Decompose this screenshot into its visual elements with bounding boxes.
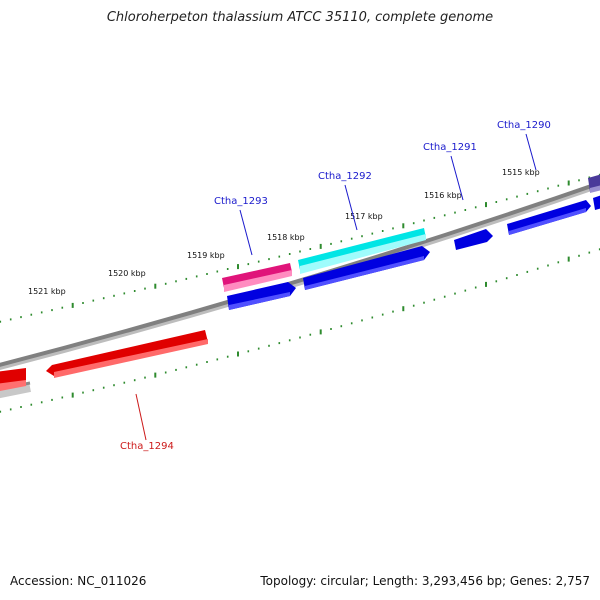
gene-partial-left-shade <box>0 380 26 392</box>
gene-partial-right-purple-shade <box>590 185 600 193</box>
gene-label-ctha-1291[interactable]: Ctha_1291 <box>423 142 477 153</box>
gene-label-ctha-1292[interactable]: Ctha_1292 <box>318 171 372 182</box>
kbp-labels: 1515 kbp 1516 kbp 1517 kbp 1518 kbp 1519… <box>28 168 540 296</box>
genome-title: Chloroherpeton thalassium ATCC 35110, co… <box>106 10 494 25</box>
kbp-label-1516: 1516 kbp <box>424 191 462 200</box>
kbp-label-1515: 1515 kbp <box>502 168 540 177</box>
accession-text: Accession: NC_011026 <box>10 574 147 588</box>
gene-labels: Ctha_1290 Ctha_1291 Ctha_1292 Ctha_1293 … <box>120 120 551 452</box>
gene-ctha-1294-shade <box>54 339 208 378</box>
gene-ctha-1291[interactable] <box>454 229 493 250</box>
genome-backbone <box>0 180 600 367</box>
leader-ctha-1294 <box>135 393 147 441</box>
gene-partial-right[interactable] <box>593 195 600 210</box>
kbp-label-1521: 1521 kbp <box>28 287 66 296</box>
gene-label-ctha-1290[interactable]: Ctha_1290 <box>497 120 551 131</box>
kbp-label-1517: 1517 kbp <box>345 212 383 221</box>
forward-strand-genes <box>222 174 600 310</box>
kbp-label-1519: 1519 kbp <box>187 251 225 260</box>
outer-scale-ticks <box>0 173 600 323</box>
kbp-label-1518: 1518 kbp <box>267 233 305 242</box>
leader-ctha-1293 <box>239 209 253 256</box>
gene-ctha-1294[interactable] <box>46 330 208 376</box>
partial-gray-feature <box>0 382 31 399</box>
gene-forward-1-shade <box>229 292 290 310</box>
leader-ctha-1290 <box>525 133 537 171</box>
gene-label-ctha-1293[interactable]: Ctha_1293 <box>214 196 268 207</box>
gene-ctha-1290-shade <box>509 208 586 235</box>
kbp-label-1520: 1520 kbp <box>108 269 146 278</box>
gene-ctha-1292-shade <box>300 234 426 274</box>
gene-forward-2-shade <box>305 256 424 290</box>
leader-ctha-1292 <box>344 184 358 231</box>
topology-text: Topology: circular; Length: 3,293,456 bp… <box>260 574 590 588</box>
label-leaders <box>135 133 537 441</box>
leader-ctha-1291 <box>450 155 464 201</box>
reverse-strand-genes <box>0 330 208 392</box>
gene-ctha-1293-shade <box>224 270 292 292</box>
gene-label-ctha-1294[interactable]: Ctha_1294 <box>120 441 174 452</box>
